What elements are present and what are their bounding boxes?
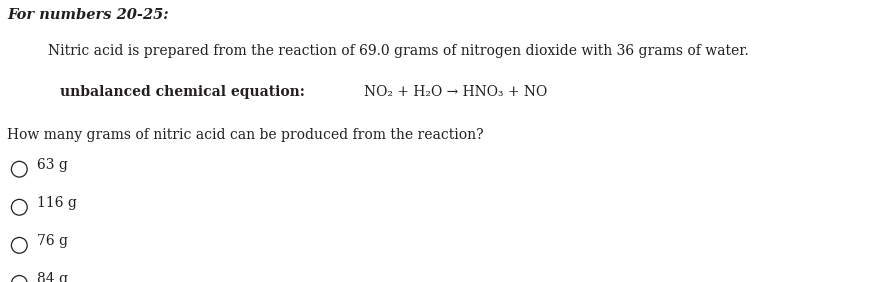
Text: 116 g: 116 g <box>37 196 76 210</box>
Text: For numbers 20-25:: For numbers 20-25: <box>7 8 168 23</box>
Text: 84 g: 84 g <box>37 272 68 282</box>
Text: 63 g: 63 g <box>37 158 68 172</box>
Text: Nitric acid is prepared from the reaction of 69.0 grams of nitrogen dioxide with: Nitric acid is prepared from the reactio… <box>48 44 749 58</box>
Text: 76 g: 76 g <box>37 234 68 248</box>
Text: NO₂ + H₂O → HNO₃ + NO: NO₂ + H₂O → HNO₃ + NO <box>364 85 547 99</box>
Text: How many grams of nitric acid can be produced from the reaction?: How many grams of nitric acid can be pro… <box>7 128 483 142</box>
Text: unbalanced chemical equation:: unbalanced chemical equation: <box>60 85 304 99</box>
